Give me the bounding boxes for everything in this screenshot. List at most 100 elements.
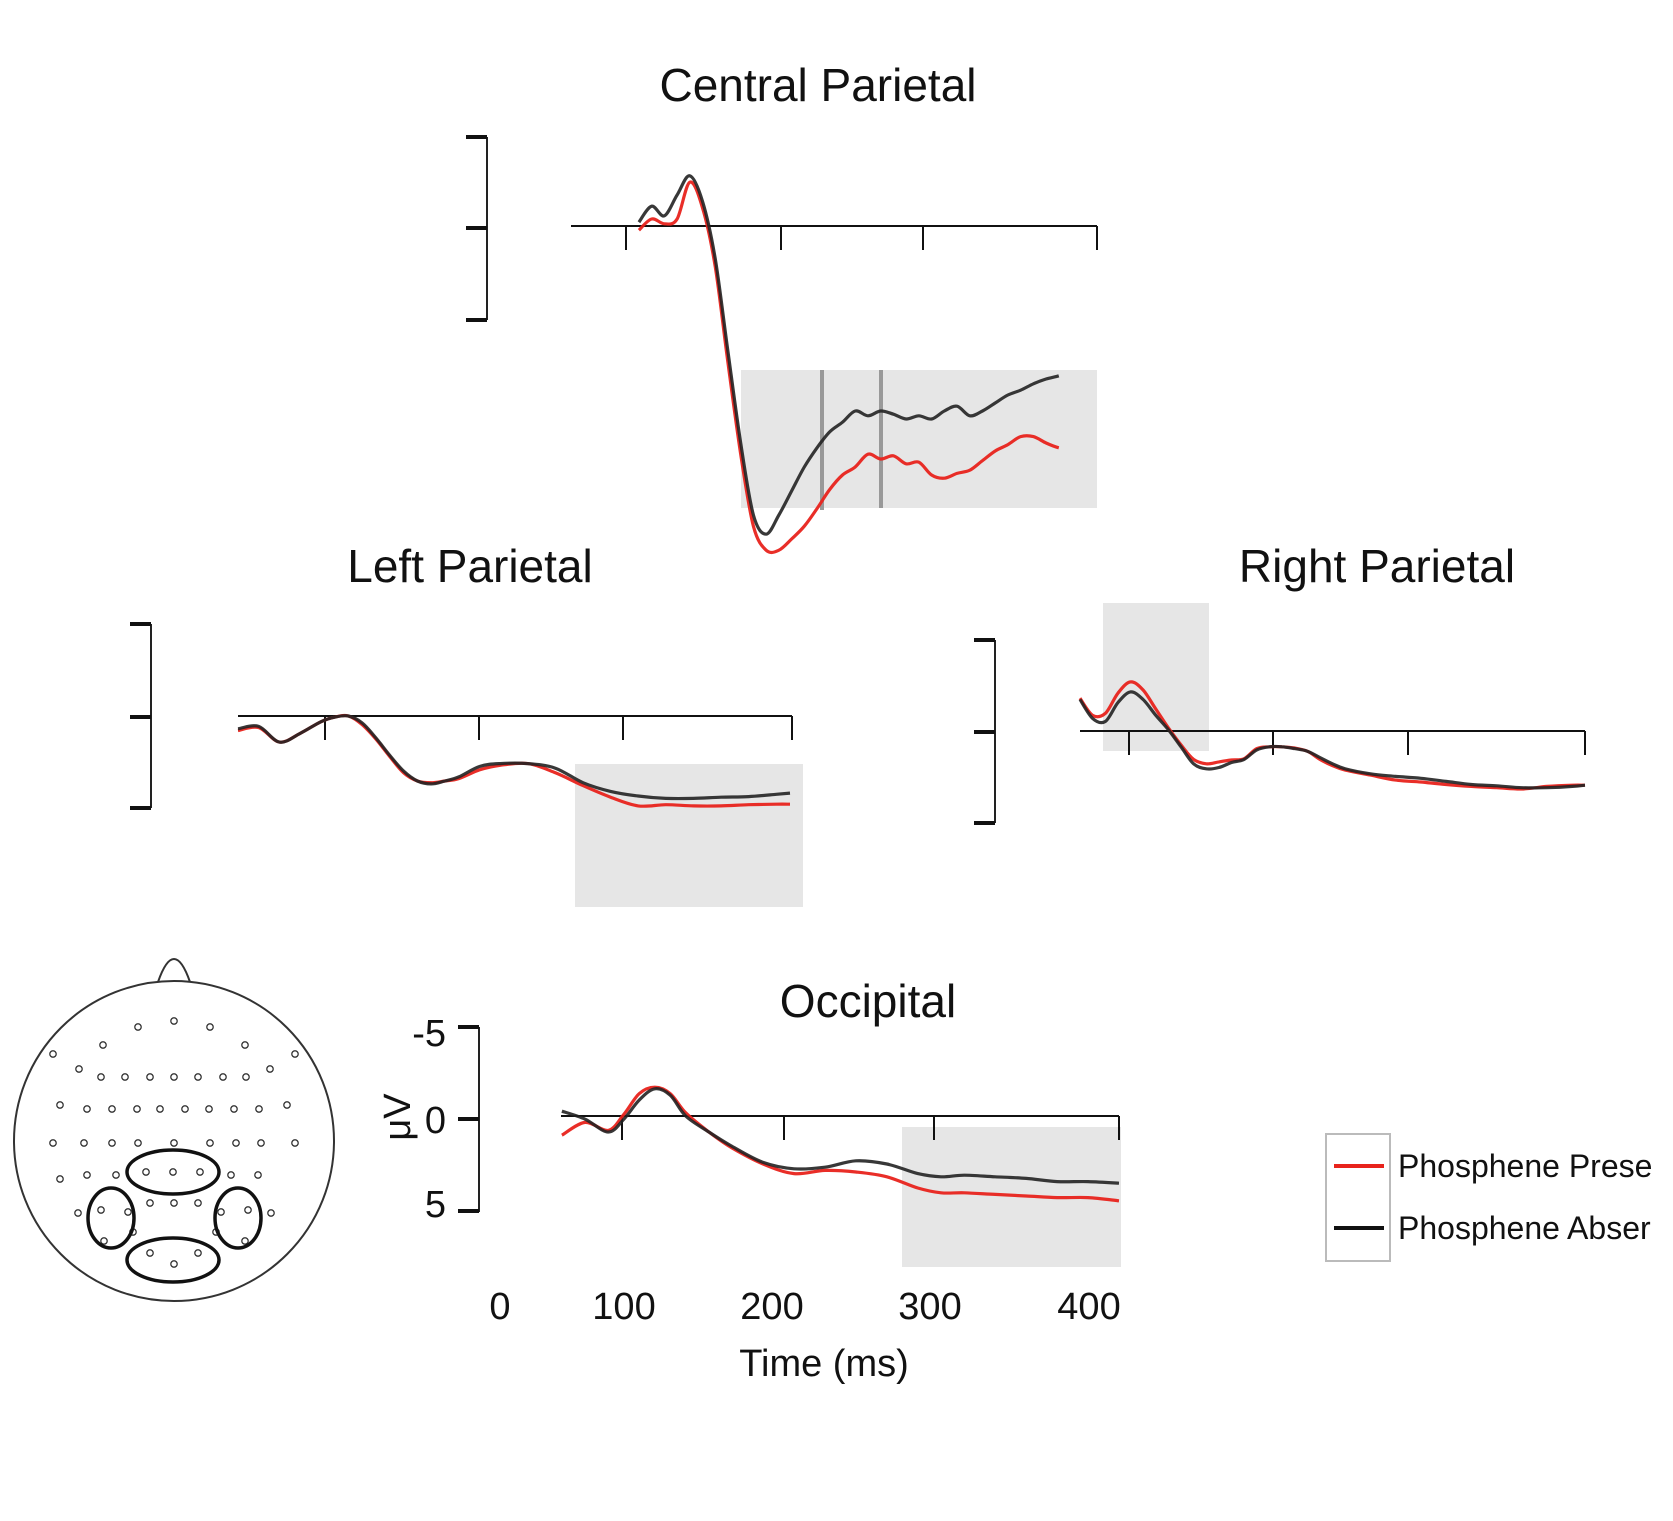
shaded-window-left [575,764,803,907]
series-line-central-absent [637,174,1060,536]
x-tick-label-300: 300 [898,1286,961,1328]
electrode-dot-icon [170,1073,178,1081]
electrode-dot-icon [56,1101,64,1109]
y-axis-occipital: -5 0 5 μV [377,1013,480,1226]
x-axis-right [1080,730,1586,755]
series-lines-occipital [561,1085,1120,1203]
electrode-dot-icon [146,1199,154,1207]
electrode-dot-icon [283,1101,291,1109]
electrode-dot-icon [227,1171,235,1179]
shaded-window-right [1103,603,1209,751]
electrode-dot-icon [49,1139,57,1147]
electrode-dot-icon [194,1249,202,1257]
electrode-dot-icon [291,1050,299,1058]
electrode-dot-icon [194,1199,202,1207]
legend-label-present: Phosphene Prese [1398,1148,1652,1184]
series-line-occipital-present [561,1085,1120,1203]
series-lines-central [637,174,1060,555]
panel-central-parietal: Central Parietal [466,59,1098,555]
roi-left-parietal-ellipse [86,1186,136,1250]
electrode-dot-icon [146,1073,154,1081]
electrode-dot-icon [219,1073,227,1081]
electrode-dot-icon [241,1237,249,1245]
series-lines-right [1078,680,1586,791]
electrode-dot-icon [97,1206,105,1214]
panel-occipital: Occipital -5 0 5 μV 0 100 200 300 400 Ti… [377,975,1121,1385]
electrode-dot-icon [257,1139,265,1147]
electrode-dot-icon [254,1171,262,1179]
electrode-dot-icon [83,1171,91,1179]
electrode-dot-icon [146,1249,154,1257]
electrode-dot-icon [75,1065,83,1073]
roi-central-parietal-ellipse [125,1148,221,1196]
electrode-dot-icon [194,1073,202,1081]
electrode-dot-icon [108,1105,116,1113]
electrode-dot-icon [142,1168,150,1176]
y-axis-label: μV [377,1093,419,1141]
y-scale-bar-left [130,622,152,810]
electrode-dot-icon [241,1041,249,1049]
x-tick-label-200: 200 [740,1286,803,1328]
electrode-dot-icon [206,1139,214,1147]
legend-swatch-box [1325,1133,1391,1262]
electrode-dot-icon [124,1208,132,1216]
electrode-dot-icon [181,1105,189,1113]
electrode-dot-icon [108,1139,116,1147]
x-axis-occipital [561,1115,1120,1140]
series-line-left-absent [237,714,791,801]
panel-title-occipital: Occipital [780,975,956,1027]
roi-occipital-ellipse [125,1236,221,1284]
x-tick-label-100: 100 [592,1286,655,1328]
legend: Phosphene Prese Phosphene Abser [1325,1133,1652,1262]
electrode-dot-icon [99,1041,107,1049]
electrode-dot-icon [230,1105,238,1113]
electrode-dot-icon [196,1168,204,1176]
electrode-dot-icon [133,1105,141,1113]
y-tick-label-5: 5 [425,1184,446,1226]
electrode-dot-icon [169,1168,177,1176]
x-axis-left [238,715,793,740]
electrode-dot-icon [206,1023,214,1031]
electrode-head-map [13,958,335,1302]
electrode-dots [49,1017,299,1268]
electrode-dot-icon [266,1065,274,1073]
legend-label-absent: Phosphene Abser [1398,1210,1651,1246]
electrode-dot-icon [134,1023,142,1031]
y-tick-label-minus5: -5 [412,1013,446,1055]
electrode-dot-icon [242,1073,250,1081]
electrode-dot-icon [83,1105,91,1113]
electrode-dot-icon [205,1105,213,1113]
electrode-dot-icon [97,1073,105,1081]
electrode-dot-icon [170,1199,178,1207]
x-axis-label: Time (ms) [739,1343,909,1385]
electrode-dot-icon [291,1139,299,1147]
electrode-dot-icon [217,1208,225,1216]
y-scale-bar-central [466,135,488,322]
head-outline-icon [13,980,335,1302]
electrode-dot-icon [112,1171,120,1179]
electrode-dot-icon [255,1105,263,1113]
electrode-dot-icon [134,1139,142,1147]
electrode-dot-icon [232,1139,240,1147]
electrode-dot-icon [170,1139,178,1147]
electrode-dot-icon [74,1209,82,1217]
x-axis-central [571,225,1098,250]
electrode-dot-icon [170,1260,178,1268]
electrode-dot-icon [156,1105,164,1113]
panel-left-parietal: Left Parietal [130,540,803,907]
x-tick-label-400: 400 [1057,1286,1120,1328]
electrode-dot-icon [170,1017,178,1025]
electrode-dot-icon [267,1209,275,1217]
panel-right-parietal: Right Parietal [974,540,1586,825]
panel-title-right-parietal: Right Parietal [1239,540,1515,592]
panel-title-central-parietal: Central Parietal [659,59,976,111]
electrode-dot-icon [244,1206,252,1214]
series-line-right-absent [1078,690,1586,790]
x-tick-label-0: 0 [489,1286,510,1328]
y-tick-label-0: 0 [425,1100,446,1142]
electrode-dot-icon [121,1073,129,1081]
y-scale-bar-right [974,638,996,825]
panel-title-left-parietal: Left Parietal [347,540,592,592]
electrode-dot-icon [56,1175,64,1183]
